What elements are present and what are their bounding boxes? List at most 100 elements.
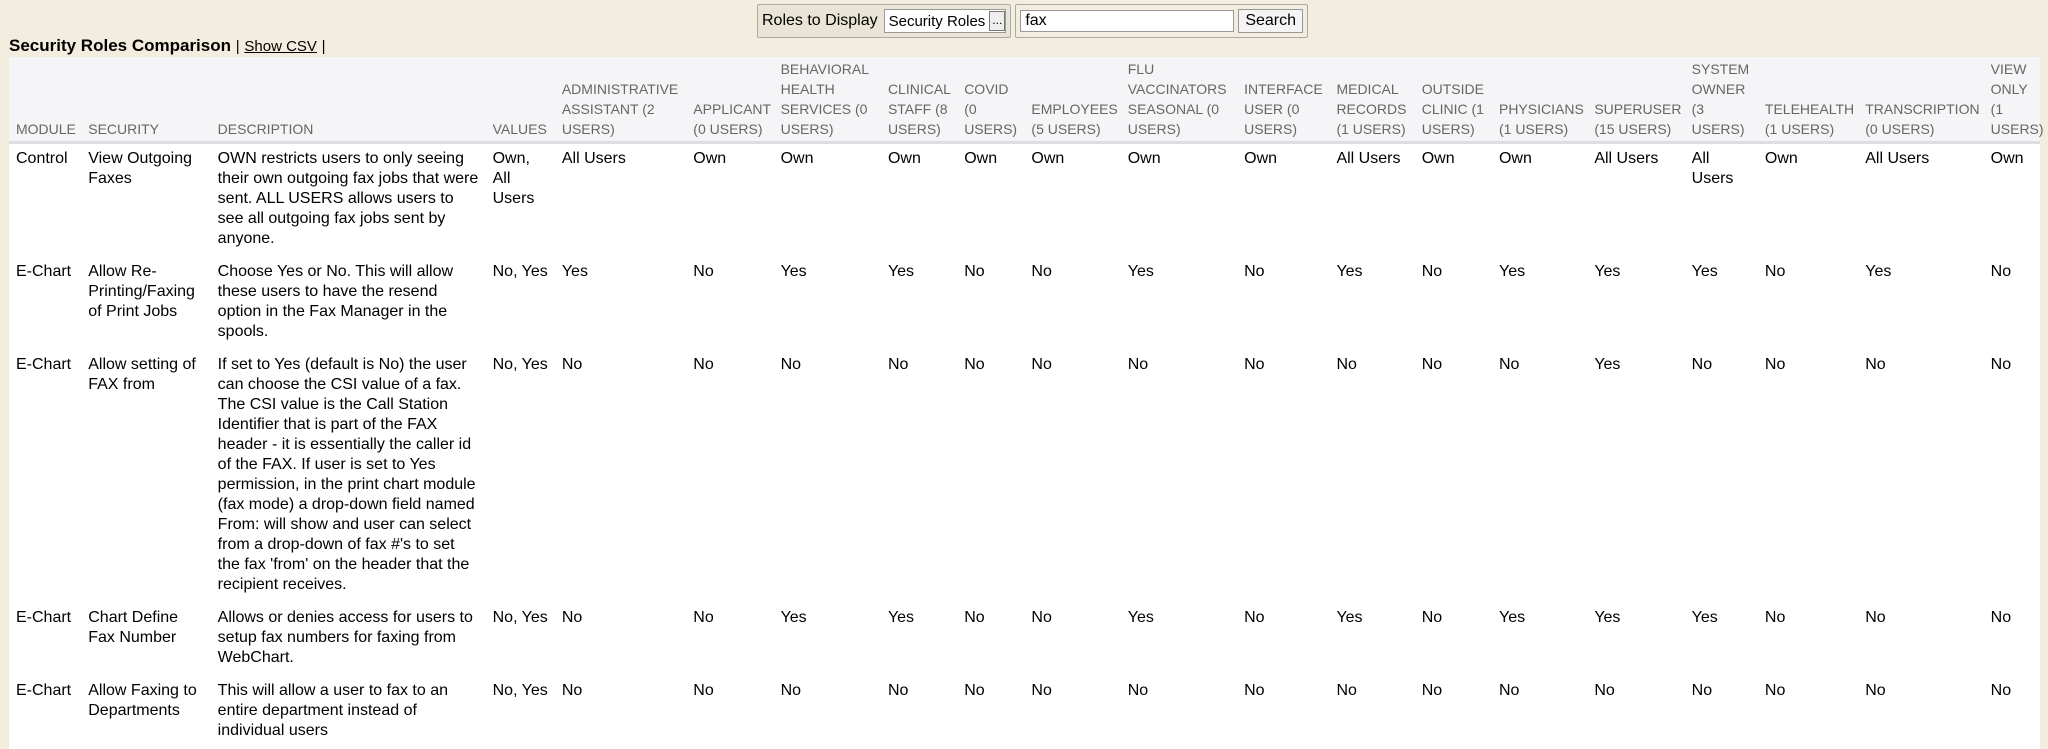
table-cell: Control: [16, 150, 68, 167]
table-cell: No: [1421, 682, 1443, 699]
table-cell: Allow setting of FAX from: [88, 356, 196, 393]
column-header: BEHAVIORAL HEALTH SERVICES (0 USERS): [773, 57, 881, 144]
column-header: FLU VACCINATORS SEASONAL (0 USERS): [1120, 57, 1238, 144]
table-cell: Yes: [1127, 263, 1154, 280]
show-csv-link[interactable]: Show CSV: [244, 38, 317, 55]
table-cell: No: [693, 682, 714, 699]
page-title: Security Roles Comparison: [9, 36, 232, 55]
page-header: Security Roles Comparison | Show CSV |: [9, 36, 326, 56]
table-cell: No: [1764, 263, 1786, 280]
table-cell: No: [1244, 609, 1265, 626]
table-cell: Yes: [561, 263, 588, 280]
separator: |: [321, 38, 326, 55]
column-header: INTERFACE USER (0 USERS): [1237, 57, 1330, 144]
table-cell: Yes: [887, 263, 915, 280]
column-header: MODULE: [9, 57, 82, 144]
table-cell: No: [964, 682, 985, 699]
table-cell: No: [1244, 263, 1265, 280]
table-cell: No: [1764, 609, 1786, 626]
roles-comparison-table: MODULE SECURITY DESCRIPTION VALUES ADMINISTR…: [9, 57, 2044, 749]
table-cell: Yes: [780, 263, 807, 280]
table-cell: No: [1421, 609, 1443, 626]
table-cell: No: [693, 609, 714, 626]
table-cell: E-Chart: [16, 682, 72, 699]
table-cell: No: [1498, 356, 1520, 373]
roles-more-button[interactable]: ...: [989, 11, 1006, 31]
table-cell: No: [1031, 609, 1052, 626]
table-cell: Yes: [1691, 609, 1718, 626]
column-header: COVID (0 USERS): [957, 57, 1025, 144]
table-cell: No: [693, 356, 714, 373]
table-cell: No: [887, 682, 909, 699]
table-cell: Yes: [1691, 263, 1718, 280]
table-cell: Yes: [1594, 609, 1621, 626]
table-cell: No: [1594, 682, 1615, 699]
table-cell: No: [1990, 609, 2012, 626]
column-header: VALUES: [485, 57, 555, 144]
table-cell: No: [1764, 356, 1786, 373]
table-cell: Own: [1031, 150, 1065, 167]
table-cell: No: [1990, 263, 2012, 280]
column-header: OUTSIDE CLINIC (1 USERS): [1414, 57, 1492, 144]
roles-value: Security Roles: [888, 12, 986, 30]
table-cell: No: [1031, 356, 1052, 373]
table-cell: No: [1127, 356, 1149, 373]
table-cell: Allow Re-Printing/Faxing of Print Jobs: [88, 263, 195, 320]
table-cell: Own: [964, 150, 998, 167]
column-header: CLINICAL STAFF (8 USERS): [880, 57, 958, 144]
table-cell: No: [1865, 356, 1886, 373]
table-cell: E-Chart: [16, 609, 72, 626]
table-cell: No: [693, 263, 714, 280]
table-cell: Own: [693, 150, 727, 167]
table-cell: All Users: [1691, 150, 1734, 187]
table-cell: Own: [887, 150, 921, 167]
table-cell: Own, All Users: [492, 150, 535, 207]
column-header: ADMINISTRATIVE ASSISTANT (2 USERS): [554, 57, 687, 144]
roles-select[interactable]: Security Roles ...: [883, 9, 1007, 33]
table-cell: No: [1336, 682, 1357, 699]
table-cell: No: [561, 609, 583, 626]
table-cell: No: [1990, 356, 2012, 373]
table-cell: Yes: [887, 609, 915, 626]
table-cell: Own: [1127, 150, 1161, 167]
table-cell: No: [561, 682, 583, 699]
table-cell: View Outgoing Faxes: [88, 150, 193, 187]
table-cell: Own: [780, 150, 814, 167]
table-cell: No: [964, 263, 985, 280]
search-button[interactable]: Search: [1238, 9, 1304, 33]
table-row: E-Chart Allow setting of FAX from If set t…: [9, 350, 2040, 603]
table-cell: No: [1421, 356, 1443, 373]
table-cell: No, Yes: [492, 356, 548, 373]
column-header: SECURITY: [81, 57, 211, 144]
table-cell: Yes: [780, 609, 807, 626]
table-cell: No: [887, 356, 909, 373]
table-cell: Yes: [1498, 263, 1526, 280]
table-cell: No, Yes: [492, 263, 548, 280]
table-cell: No: [1244, 356, 1265, 373]
table-cell: Own: [1498, 150, 1532, 167]
table-cell: E-Chart: [16, 263, 72, 280]
table-cell: Choose Yes or No. This will allow these …: [217, 263, 454, 340]
table-cell: Yes: [1336, 263, 1363, 280]
roles-label: Roles to Display: [762, 12, 878, 29]
table-cell: Yes: [1594, 356, 1621, 373]
column-header: MEDICAL RECORDS (1 USERS): [1329, 57, 1415, 144]
search-input[interactable]: [1020, 10, 1235, 32]
column-header: SYSTEM OWNER (3 USERS): [1684, 57, 1758, 144]
table-cell: No: [561, 356, 583, 373]
table-cell: No: [1865, 609, 1886, 626]
table-row: Control View Outgoing Faxes OWN restricts …: [9, 143, 2040, 258]
table-cell: No, Yes: [492, 609, 548, 626]
table-cell: This will allow a user to fax to an enti…: [217, 682, 448, 739]
table-cell: Yes: [1336, 609, 1363, 626]
table-cell: If set to Yes (default is No) the user c…: [217, 356, 476, 593]
table-cell: E-Chart: [16, 356, 72, 373]
table-cell: No: [1865, 682, 1886, 699]
column-header: VIEW ONLY (1 USERS): [1983, 57, 2044, 144]
table-cell: Yes: [1594, 263, 1621, 280]
table-cell: All Users: [1594, 150, 1659, 167]
table-cell: No, Yes: [492, 682, 548, 699]
table-cell: Yes: [1498, 609, 1526, 626]
roles-to-display: Roles to Display Security Roles ...: [757, 4, 1012, 38]
table-cell: Allow Faxing to Departments: [88, 682, 197, 719]
